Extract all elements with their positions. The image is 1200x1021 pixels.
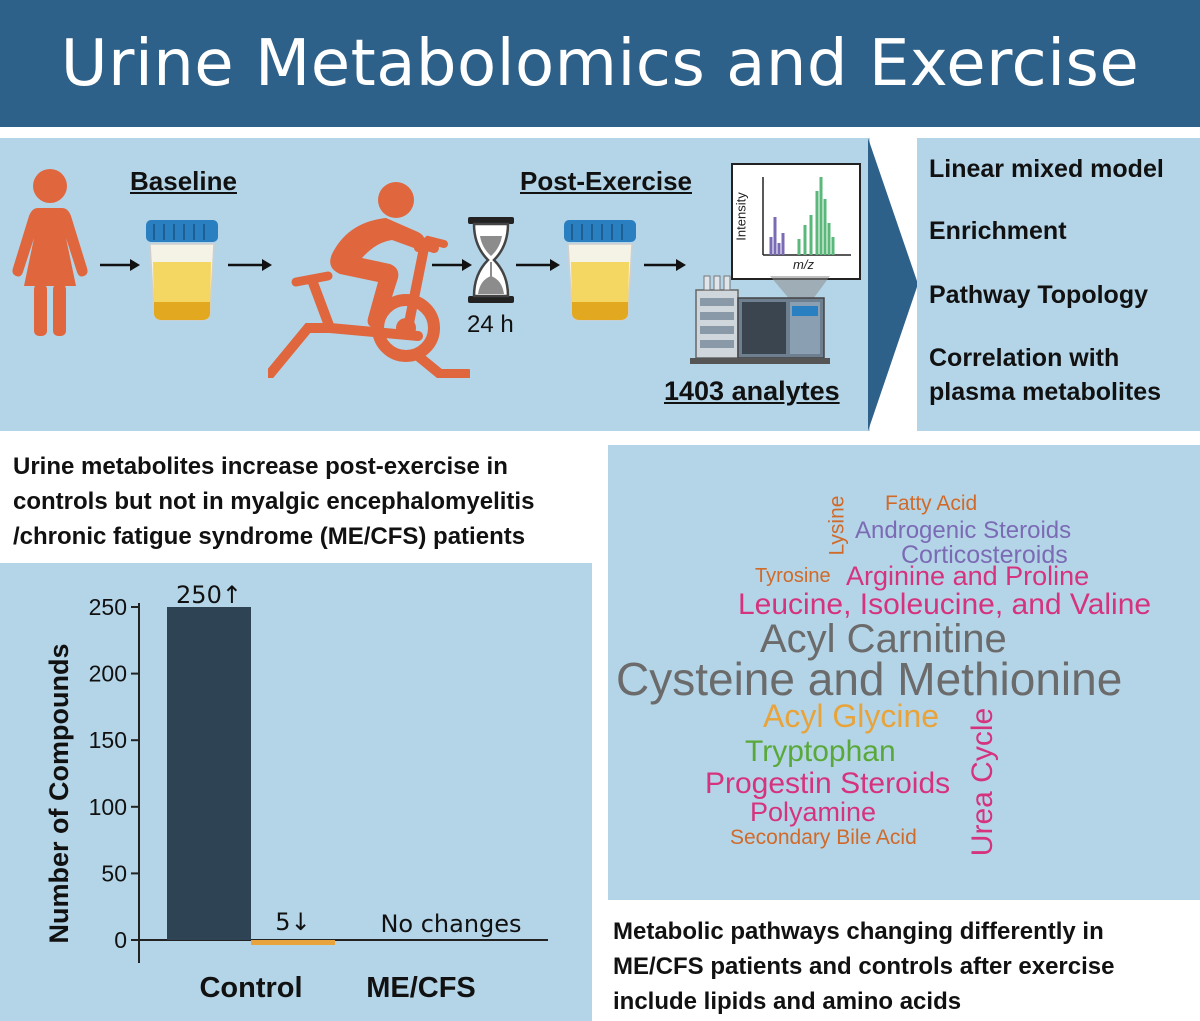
post-exercise-label: Post-Exercise	[520, 166, 692, 196]
arrow-right-icon	[516, 259, 560, 271]
y-axis-title: Number of Compounds	[44, 644, 74, 944]
word-progestin-steroids: Progestin Steroids	[705, 767, 951, 800]
exercise-bike-icon	[268, 182, 470, 378]
analytes-count-label: 1403 analytes	[664, 376, 840, 406]
y-tick-label: 100	[89, 794, 127, 820]
woman-figure-icon	[12, 169, 88, 336]
methods-panel	[917, 138, 1200, 431]
method-enrichment: Enrichment	[929, 217, 1067, 245]
word-fatty-acid: Fatty Acid	[885, 492, 978, 515]
method-correlation: Correlation with	[929, 344, 1120, 372]
arrow-right-icon	[644, 259, 686, 271]
word-cysteine-methionine: Cysteine and Methionine	[616, 653, 1123, 705]
method-pathway-topology: Pathway Topology	[929, 281, 1148, 309]
y-tick-label: 250	[89, 594, 127, 620]
word-acyl-glycine: Acyl Glycine	[763, 698, 940, 734]
bar	[167, 607, 251, 940]
word-polyamine: Polyamine	[750, 797, 877, 827]
word-cloud-panel	[608, 445, 1200, 900]
y-tick-label: 0	[114, 927, 127, 953]
word-leucine-isoleucine-valine: Leucine, Isoleucine, and Valine	[738, 588, 1152, 621]
y-tick-label: 150	[89, 727, 127, 753]
finding-right-line-2: ME/CFS patients and controls after exerc…	[613, 953, 1115, 980]
word-androgenic-steroids: Androgenic Steroids	[855, 517, 1072, 544]
finding-left-line-2: controls but not in myalgic encephalomye…	[13, 488, 535, 515]
finding-left-line-3: /chronic fatigue syndrome (ME/CFS) patie…	[13, 523, 526, 550]
bar-value-label: No changes	[380, 910, 521, 938]
urine-cup-icon	[146, 220, 218, 321]
mass-spectrum-inset: Intensity m/z	[731, 163, 861, 280]
word-arginine-proline: Arginine and Proline	[846, 561, 1090, 591]
chevron-arrow	[868, 138, 918, 431]
word-secondary-bile-acid: Secondary Bile Acid	[730, 826, 917, 849]
zoom-wedge	[770, 276, 830, 314]
word-urea-cycle: Urea Cycle	[966, 707, 1000, 857]
word-corticosteroids: Corticosteroids	[901, 541, 1068, 569]
finding-right-line-3: include lipids and amino acids	[613, 988, 962, 1015]
arrow-right-icon	[228, 259, 272, 271]
finding-left-line-1: Urine metabolites increase post-exercise…	[13, 453, 508, 480]
method-linear-mixed-model: Linear mixed model	[929, 155, 1164, 183]
bar	[251, 940, 335, 945]
mass-spectrometer-icon	[690, 275, 830, 364]
method-correlation-cont: plasma metabolites	[929, 378, 1162, 406]
bar-chart: 0 50 100 150 200 250 Number of Compounds 250↑ No…	[44, 581, 548, 1004]
word-acyl-carnitine: Acyl Carnitine	[760, 617, 1007, 661]
y-tick-label: 50	[101, 860, 127, 886]
hourglass-icon	[468, 217, 514, 303]
finding-right-line-1: Metabolic pathways changing differently …	[613, 918, 1104, 945]
wait-duration-label: 24 h	[467, 311, 514, 338]
arrow-right-icon	[432, 259, 472, 271]
x-category-label: Control	[199, 972, 302, 1004]
spectrum-xlabel: m/z	[793, 257, 814, 272]
baseline-label: Baseline	[130, 166, 237, 196]
spectrum-ylabel: Intensity	[733, 192, 749, 241]
urine-cup-icon	[564, 220, 636, 321]
x-category-label: ME/CFS	[366, 972, 476, 1004]
arrow-right-icon	[100, 259, 140, 271]
word-tyrosine: Tyrosine	[755, 565, 831, 587]
title-banner: Urine Metabolomics and Exercise	[0, 0, 1200, 127]
page-title: Urine Metabolomics and Exercise	[60, 26, 1140, 101]
bar-value-label: 5↓	[275, 908, 310, 936]
word-tryptophan: Tryptophan	[745, 735, 896, 768]
bar-value-label: 250↑	[176, 581, 242, 609]
word-lysine: Lysine	[825, 495, 849, 556]
y-tick-label: 200	[89, 661, 127, 687]
